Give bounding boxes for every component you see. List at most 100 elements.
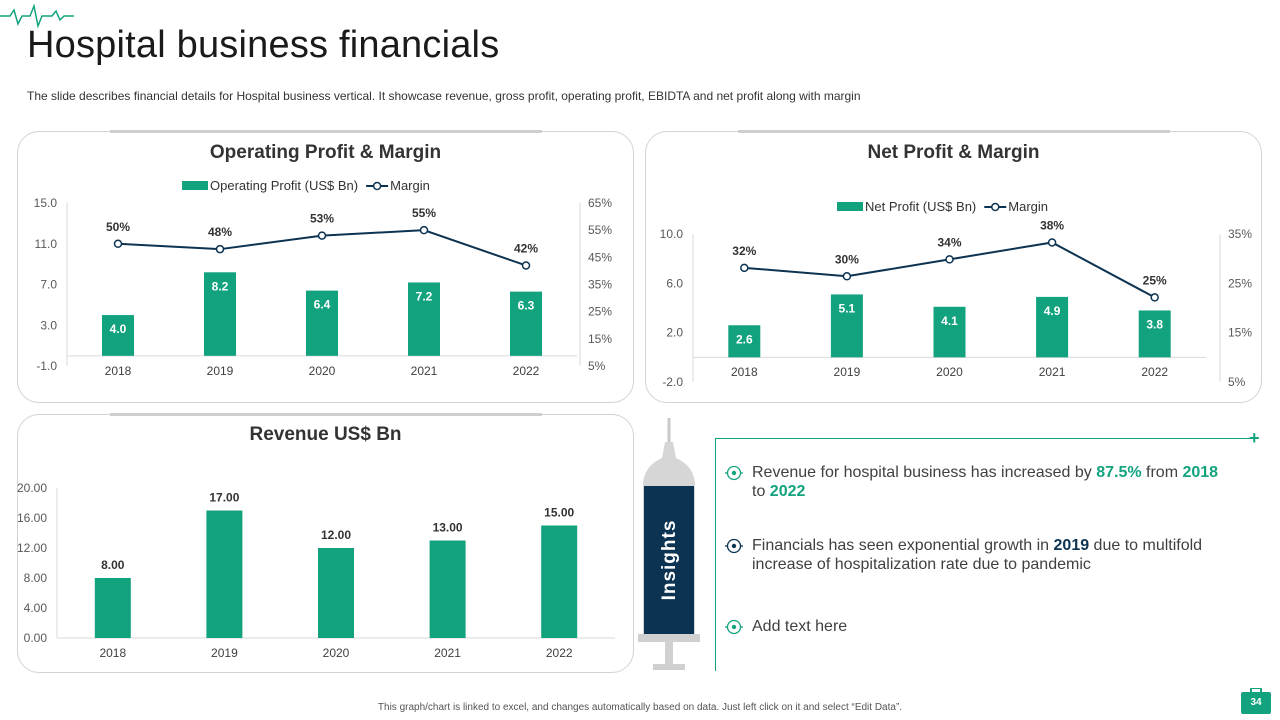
bar-data-label: 6.3	[518, 299, 535, 313]
bar	[510, 291, 542, 356]
margin-line	[744, 241, 1156, 299]
y2-tick-label: 5%	[588, 359, 606, 373]
insight-text: Add text here	[752, 618, 848, 635]
y-tick-label: 12.00	[17, 541, 47, 555]
y-tick-label: 7.0	[40, 278, 57, 292]
y2-tick-label: 25%	[588, 305, 612, 319]
legend-swatch-marker	[372, 181, 382, 191]
x-tick-label: 2021	[1039, 365, 1066, 379]
bar	[206, 510, 243, 638]
x-tick-label: 2018	[105, 364, 132, 378]
x-tick-label: 2021	[411, 364, 438, 378]
y2-tick-label: 35%	[588, 278, 612, 292]
margin-data-label: 32%	[732, 244, 756, 258]
margin-point	[945, 255, 954, 264]
operating-profit-card: Operating Profit & Margin	[17, 130, 634, 403]
chart-title: Revenue US$ Bn	[249, 424, 402, 445]
heartbeat-icon	[0, 4, 74, 29]
y2-tick-label: 35%	[1228, 227, 1252, 241]
bar-data-label: 2.6	[736, 332, 753, 346]
x-tick-label: 2019	[211, 646, 238, 660]
x-tick-label: 2022	[1141, 365, 1168, 379]
x-tick-label: 2022	[546, 646, 573, 660]
y2-tick-label: 15%	[588, 332, 612, 346]
insight-text: Financials has seen exponential growth i…	[752, 537, 1203, 573]
bar	[541, 525, 578, 638]
margin-data-label: 50%	[106, 220, 130, 234]
bar	[830, 294, 863, 358]
x-tick-label: 2020	[323, 646, 350, 660]
y2-tick-label: 15%	[1228, 326, 1252, 340]
y2-tick-label: 45%	[588, 250, 612, 264]
y-tick-label: 20.00	[17, 481, 47, 495]
bar-data-label: 15.00	[544, 506, 574, 520]
bar-data-label: 4.9	[1044, 304, 1061, 318]
y-tick-label: -1.0	[36, 359, 57, 373]
margin-point	[113, 239, 123, 248]
bar	[94, 578, 131, 638]
margin-point	[1150, 293, 1159, 302]
insights-box	[715, 438, 1258, 671]
bar	[204, 272, 236, 356]
bar	[1036, 296, 1069, 358]
chart-title: Net Profit & Margin	[867, 142, 1040, 163]
margin-point	[419, 225, 429, 235]
y-tick-label: 3.0	[40, 318, 57, 332]
x-tick-label: 2019	[834, 365, 861, 379]
margin-point	[1047, 238, 1057, 247]
legend-label: Margin	[1008, 199, 1048, 214]
bar-data-label: 3.8	[1146, 317, 1163, 331]
page-number-badge: 34	[1241, 688, 1271, 714]
page-number: 34	[1250, 697, 1262, 708]
legend-swatch-marker	[991, 202, 1000, 212]
margin-point	[317, 231, 327, 240]
y2-tick-label: 25%	[1228, 276, 1252, 290]
chart-title: Operating Profit & Margin	[209, 142, 442, 163]
y-tick-label: 10.0	[660, 227, 684, 241]
x-tick-label: 2021	[434, 646, 461, 660]
bar-data-label: 17.00	[209, 491, 239, 505]
bar	[318, 548, 354, 638]
margin-data-label: 25%	[1143, 273, 1167, 287]
bar	[1138, 310, 1171, 358]
card-accent-bar	[738, 130, 1170, 133]
x-tick-label: 2019	[207, 364, 234, 378]
margin-point	[215, 244, 225, 254]
legend-label: Operating Profit (US$ Bn)	[210, 178, 358, 193]
bar	[933, 306, 966, 358]
y-tick-label: -2.0	[662, 375, 683, 389]
y-tick-label: 0.00	[24, 631, 48, 645]
operating-profit-chart: 15.0 11.0 7.0 3.0 -1.0 65% 55% 45% 35% 25% 15% 5% 20…	[34, 178, 613, 378]
bar	[429, 540, 466, 638]
footer-note: This graph/chart is linked to excel, and…	[377, 702, 903, 713]
revenue-chart: 20.00 16.00 12.00 8.00 4.00 0.00 2018 2019 2020 2…	[17, 481, 615, 660]
legend-swatch-bar	[837, 202, 863, 211]
page-subtitle: The slide describes financial details fo…	[27, 89, 861, 103]
margin-point	[740, 263, 749, 273]
bar	[306, 290, 338, 356]
x-tick-label: 2020	[936, 365, 963, 379]
x-tick-label: 2020	[309, 364, 336, 378]
margin-data-label: 34%	[937, 235, 961, 249]
x-tick-label: 2018	[731, 365, 758, 379]
x-tick-label: 2018	[99, 646, 126, 660]
bar-data-label: 4.1	[941, 314, 958, 328]
bar	[102, 315, 134, 356]
card-accent-bar	[110, 130, 542, 133]
briefcase-icon	[1241, 688, 1271, 714]
legend-label: Margin	[390, 178, 430, 193]
target-icon	[725, 465, 743, 481]
x-tick-label: 2022	[513, 364, 540, 378]
y-tick-label: 8.00	[24, 571, 48, 585]
y-tick-label: 6.0	[666, 276, 683, 290]
margin-data-label: 38%	[1040, 218, 1064, 232]
bar-data-label: 5.1	[839, 301, 856, 315]
y-tick-label: 11.0	[35, 237, 58, 251]
insights-label: Insights	[659, 519, 680, 601]
page-title: Hospital business financials	[27, 24, 500, 66]
y2-tick-label: 5%	[1228, 375, 1246, 389]
bar	[728, 325, 761, 358]
target-icon	[725, 619, 743, 635]
margin-data-label: 30%	[835, 252, 859, 266]
bar-data-label: 8.00	[101, 558, 125, 572]
